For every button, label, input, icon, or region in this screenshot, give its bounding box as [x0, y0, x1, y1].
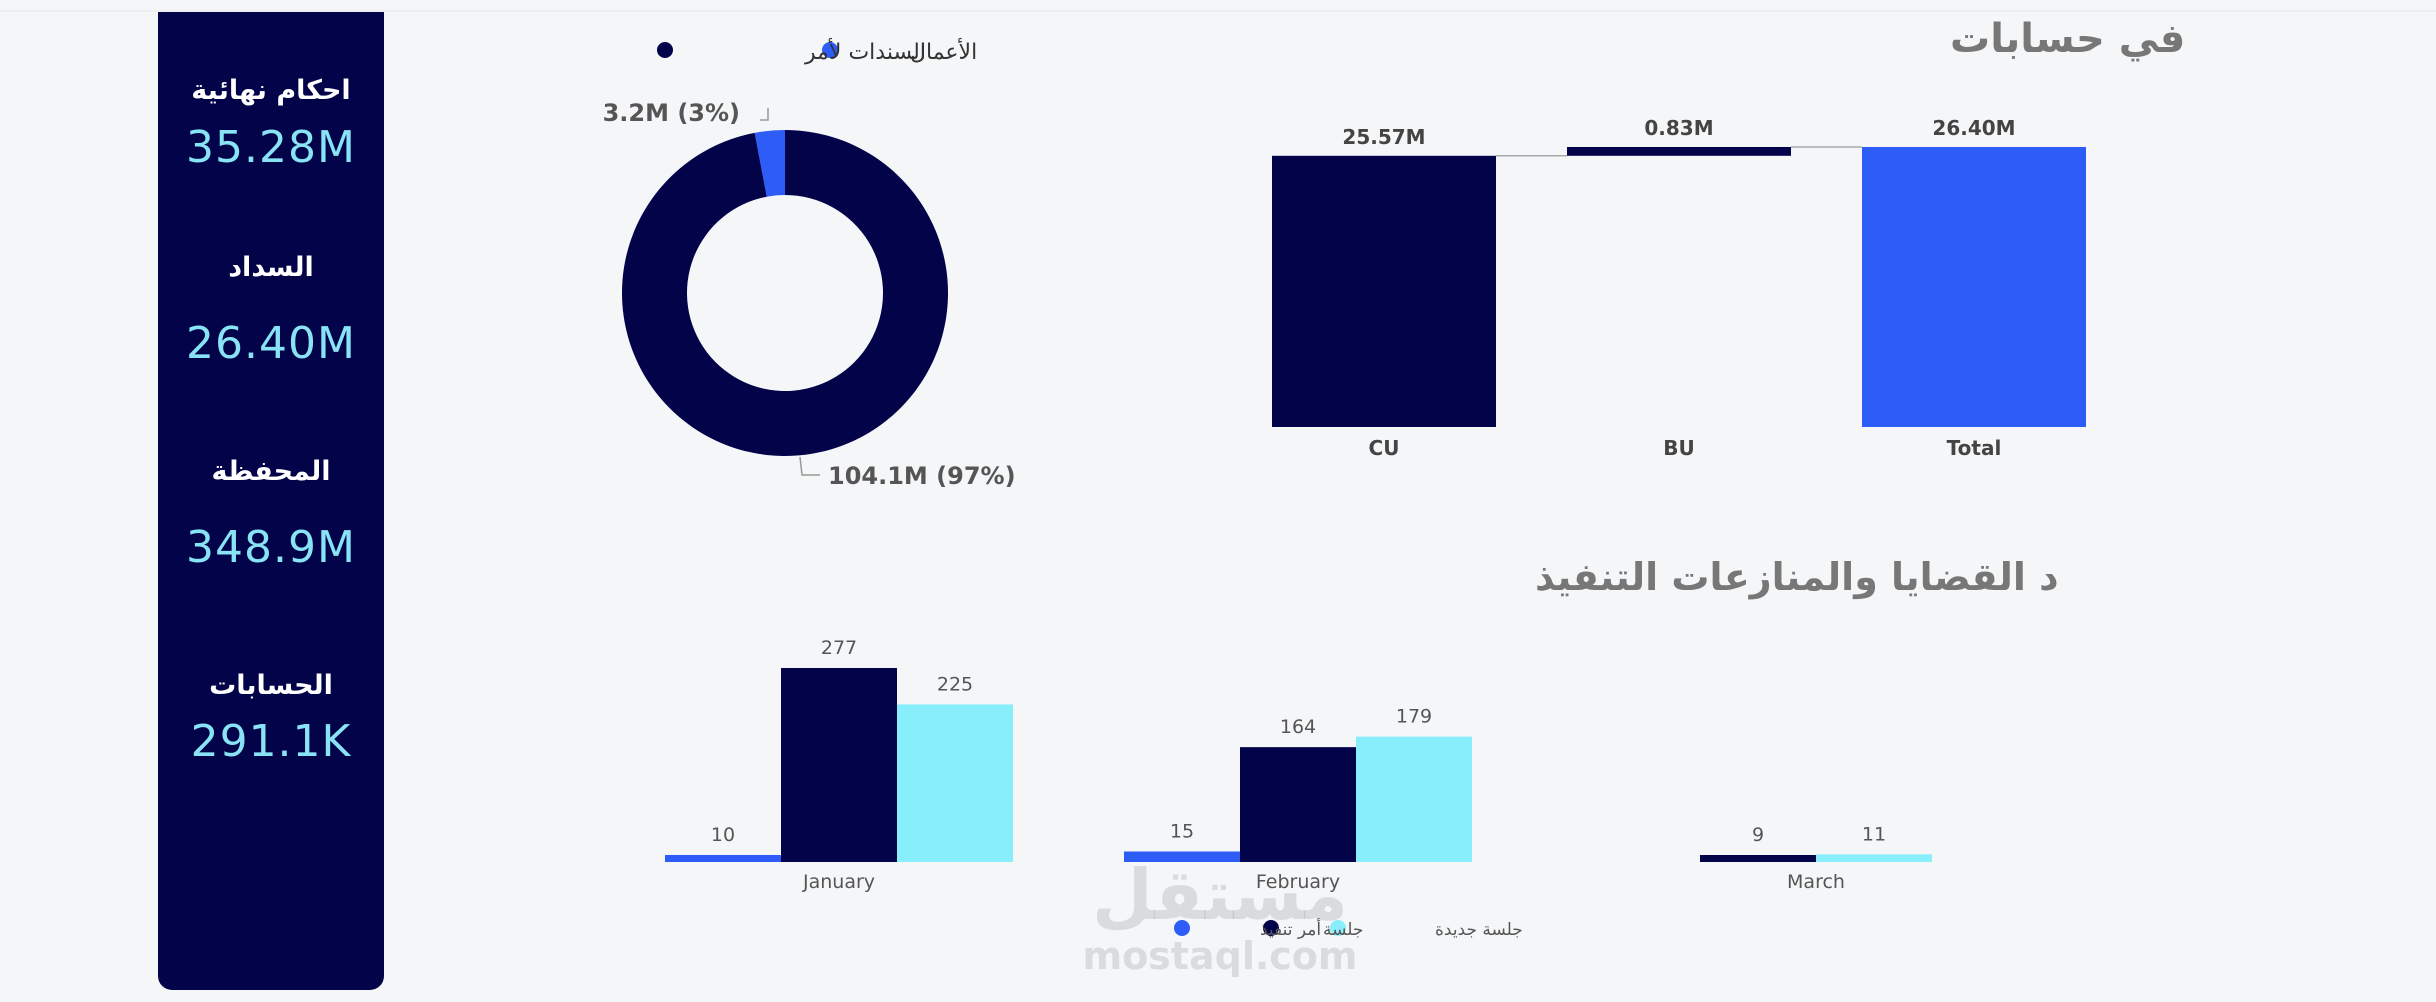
kpi-portfolio-value: 348.9M: [186, 522, 356, 573]
bar-january-0: [665, 854, 781, 862]
data-label-small: 3.2M (3%): [603, 99, 740, 127]
waterfall-data-label-total: 26.40M: [1932, 116, 2015, 140]
bar-label-march-1: 9: [1752, 824, 1764, 846]
bar-march-1: [1700, 855, 1816, 862]
waterfall-category-bu: BU: [1663, 436, 1694, 460]
legend-label-1: الأعمال: [910, 38, 977, 65]
waterfall-category-cu: CU: [1369, 436, 1400, 460]
bar-february-1: [1240, 747, 1356, 862]
bar-label-march-2: 11: [1862, 823, 1886, 845]
cluster-legend-label-1: جلسة: [1323, 920, 1363, 940]
watermark-latin: mostaql.com: [1082, 934, 1358, 978]
kpi-final-judgments-value: 35.28M: [186, 122, 356, 173]
category-label-march: March: [1787, 871, 1845, 893]
cluster-legend-label-0: أمر تنفيذ: [1260, 918, 1321, 940]
label-leader-small: [760, 108, 769, 121]
data-label-large: 104.1M (97%): [828, 462, 1016, 490]
cluster-legend-marker-0: [1174, 920, 1190, 936]
kpi-payment-value: 26.40M: [186, 318, 356, 369]
donut-slice-0: [754, 130, 785, 197]
bar-february-2: [1356, 736, 1472, 862]
donut-slice-1: [622, 130, 948, 456]
kpi-accounts-value: 291.1K: [190, 716, 352, 767]
bar-label-january-0: 10: [711, 824, 735, 846]
legend-marker-1: [822, 42, 838, 58]
bar-label-february-2: 179: [1396, 706, 1432, 728]
kpi-final-judgments-label: احكام نهائية: [191, 75, 351, 106]
legend-label-0: السندات لأمر: [804, 38, 926, 65]
kpi-payment-label: السداد: [228, 252, 314, 283]
waterfall-bar-bu: [1567, 147, 1791, 156]
cluster-legend-marker-1: [1263, 920, 1279, 936]
waterfall-bar-cu: [1272, 155, 1496, 427]
bar-label-february-0: 15: [1170, 820, 1194, 842]
waterfall-title: إجمالي الايداعات في حسابات: [1950, 16, 2200, 62]
waterfall-chart: إجمالي الايداعات في حسابات 25.57M CU 0.83M B…: [1272, 16, 2200, 460]
bar-label-february-1: 164: [1280, 716, 1316, 738]
category-label-january: January: [802, 871, 875, 893]
bar-january-1: [781, 668, 897, 862]
legend-marker-0: [657, 42, 673, 58]
bar-march-2: [1816, 854, 1932, 862]
top-divider: [0, 10, 2436, 12]
bar-january-2: [897, 704, 1013, 862]
watermark: مستقل mostaql.com: [1080, 855, 1360, 977]
waterfall-data-label-cu: 25.57M: [1342, 125, 1425, 149]
waterfall-bar-total: [1862, 147, 2086, 427]
waterfall-data-label-bu: 0.83M: [1644, 116, 1713, 140]
cluster-legend-label-2: جلسة جديدة: [1435, 920, 1523, 940]
watermark-arabic: مستقل: [1091, 854, 1348, 936]
label-leader-large: [799, 456, 820, 476]
kpi-panel: احكام نهائية 35.28M السداد 26.40M المحفظ…: [158, 12, 384, 990]
kpi-accounts-label: الحسابات: [209, 670, 333, 701]
waterfall-category-total: Total: [1947, 436, 2002, 460]
bar-label-january-1: 277: [821, 637, 857, 659]
kpi-portfolio-label: المحفظة: [211, 456, 331, 487]
clustered-bar-chart: عدد القضايا والمنازعات التنفيذ 10 277 225 Ja…: [665, 555, 2060, 940]
cluster-legend-marker-2: [1330, 920, 1346, 936]
cluster-title: عدد القضايا والمنازعات التنفيذ: [1535, 555, 2060, 600]
category-label-february: February: [1256, 871, 1340, 893]
bar-label-january-2: 225: [937, 673, 973, 695]
bar-february-0: [1124, 851, 1240, 862]
